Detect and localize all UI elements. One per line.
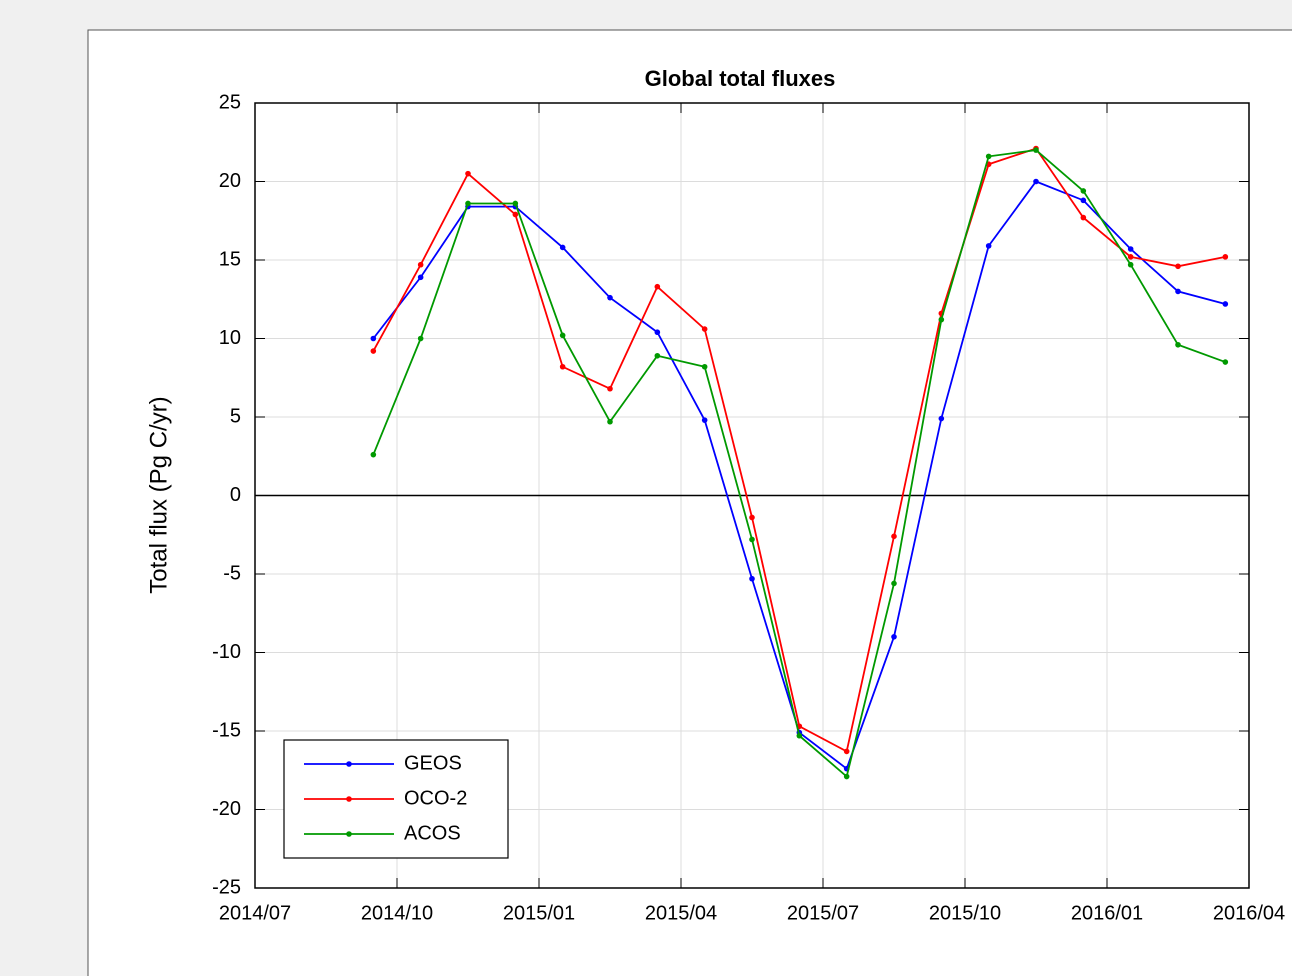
data-point (465, 170, 471, 177)
data-point (370, 348, 377, 354)
data-point (654, 329, 661, 336)
legend-marker (346, 831, 352, 837)
data-point (417, 274, 424, 281)
y-tick-label: 5 (230, 405, 241, 427)
y-tick-label: -15 (212, 719, 241, 741)
data-point (1033, 178, 1039, 185)
y-tick-label: -5 (223, 562, 241, 584)
data-point (512, 211, 519, 218)
data-point (654, 352, 661, 359)
data-point (370, 451, 377, 458)
data-point (1175, 288, 1181, 295)
y-tick-label: -20 (212, 798, 241, 820)
data-point (843, 748, 850, 755)
data-point (1080, 214, 1087, 221)
data-point (559, 244, 566, 251)
data-point (891, 533, 897, 540)
data-point (1127, 254, 1134, 260)
data-point (370, 335, 377, 342)
x-tick-label: 2014/10 (361, 902, 433, 924)
data-point (701, 326, 708, 332)
x-tick-label: 2015/07 (787, 902, 859, 924)
data-point (559, 332, 566, 339)
legend-label: ACOS (404, 822, 461, 844)
data-point (701, 417, 708, 423)
data-point (1080, 188, 1087, 194)
data-point (891, 580, 897, 587)
data-point (1222, 254, 1229, 260)
data-point (985, 243, 992, 249)
data-point (749, 575, 755, 582)
y-tick-label: 10 (219, 327, 241, 349)
data-point (1175, 341, 1181, 348)
legend-label: OCO-2 (404, 787, 467, 809)
axes-box (254, 102, 1250, 889)
data-point (1222, 359, 1229, 365)
data-point (417, 261, 424, 268)
x-tick-label: 2015/01 (503, 902, 575, 924)
data-point (1222, 301, 1229, 307)
data-point (749, 514, 755, 521)
data-point (559, 363, 566, 370)
y-axis-label: Total flux (Pg C/yr) (145, 396, 172, 593)
x-tick-label: 2016/01 (1071, 902, 1143, 924)
data-point (1127, 246, 1134, 252)
x-tick-label: 2015/04 (645, 902, 717, 924)
data-point (701, 363, 708, 370)
legend-label: GEOS (404, 752, 462, 774)
data-point (607, 294, 613, 301)
data-point (749, 536, 755, 543)
y-tick-label: 20 (219, 170, 241, 192)
y-tick-label: 15 (219, 248, 241, 270)
data-point (891, 634, 897, 640)
data-point (607, 385, 613, 392)
data-point (938, 316, 945, 323)
data-point (843, 773, 850, 780)
x-tick-label: 2014/07 (219, 902, 291, 924)
data-point (465, 200, 471, 207)
data-point (512, 200, 519, 207)
data-point (1033, 147, 1039, 153)
y-tick-label: -25 (212, 876, 241, 898)
data-point (938, 415, 945, 422)
data-point (1080, 197, 1087, 204)
x-tick-label: 2015/10 (929, 902, 1001, 924)
data-point (796, 732, 803, 739)
data-point (1175, 263, 1181, 270)
data-point (417, 335, 424, 342)
y-tick-label: 0 (230, 484, 241, 506)
y-tick-label: 25 (219, 91, 241, 113)
data-point (1127, 261, 1134, 268)
legend-marker (346, 761, 352, 767)
data-point (985, 153, 992, 160)
legend-marker (346, 796, 352, 802)
data-point (607, 418, 613, 425)
chart-title: Global total fluxes (645, 66, 836, 91)
x-tick-label: 2016/04 (1213, 902, 1285, 924)
data-point (654, 283, 661, 290)
y-tick-label: -10 (212, 641, 241, 663)
